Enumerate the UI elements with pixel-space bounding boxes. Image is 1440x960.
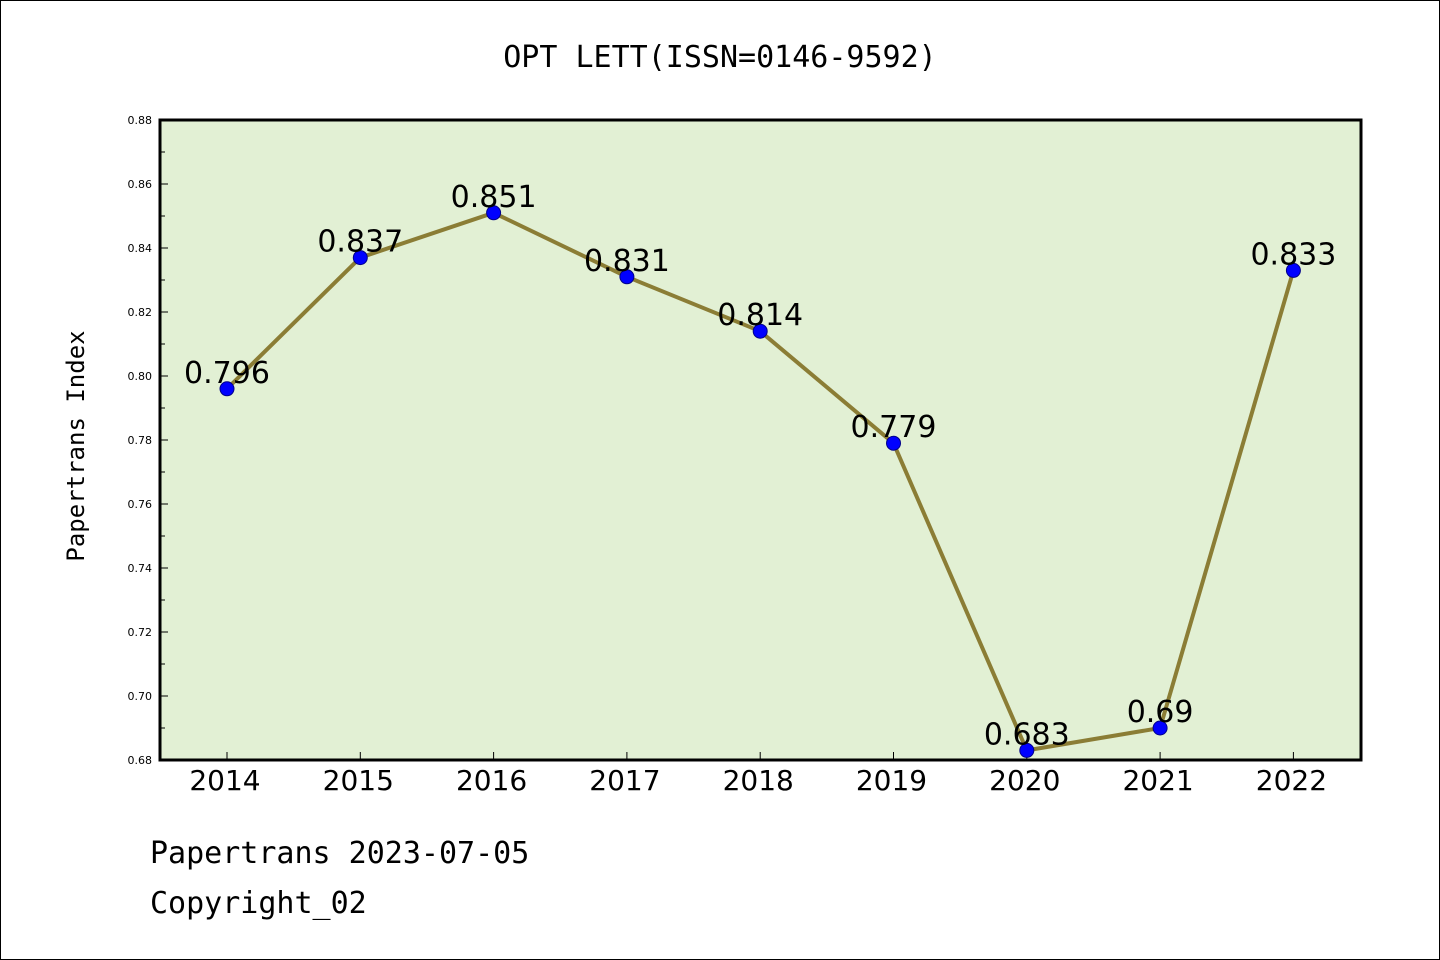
- y-tick-label: 0.68: [128, 754, 153, 767]
- data-label: 0.814: [717, 298, 803, 333]
- data-label: 0.831: [584, 244, 670, 279]
- y-tick-label: 0.70: [128, 690, 153, 703]
- x-tick-label: 2020: [989, 764, 1060, 797]
- series-layer: [219, 205, 1301, 758]
- x-tick-label: 2014: [189, 764, 260, 797]
- data-point: [219, 381, 235, 397]
- y-tick-label: 0.74: [128, 562, 153, 575]
- data-point: [486, 205, 502, 221]
- x-tick-label: 2021: [1122, 764, 1193, 797]
- data-label: 0.683: [984, 717, 1070, 752]
- x-tick-label: 2017: [589, 764, 660, 797]
- x-axis-ticks: 2014 2015 2016 2017 2018 2019 2020 2021 2022: [189, 752, 1327, 797]
- data-label: 0.851: [451, 180, 537, 215]
- data-point: [886, 435, 901, 451]
- data-labels: 0.796 0.837 0.851 0.831 0.814 0.779 0.683 0.69 0…: [184, 180, 1336, 753]
- x-tick-label: 2019: [856, 764, 927, 797]
- chart-title: OPT LETT(ISSN=0146-9592): [503, 40, 936, 75]
- data-label: 0.69: [1127, 695, 1194, 730]
- y-tick-label: 0.88: [128, 114, 153, 127]
- y-tick-label: 0.72: [128, 626, 153, 639]
- data-point: [619, 269, 635, 285]
- data-label: 0.833: [1250, 237, 1336, 272]
- data-point: [1285, 262, 1301, 278]
- plot-area: [160, 120, 1361, 760]
- data-label: 0.779: [851, 410, 937, 445]
- y-axis-label: Papertrans Index: [62, 330, 90, 561]
- x-tick-label: 2018: [723, 764, 794, 797]
- y-tick-label: 0.82: [128, 306, 153, 319]
- plot-border: [158, 118, 1363, 762]
- x-tick-label: 2016: [456, 764, 527, 797]
- data-label: 0.837: [317, 225, 403, 260]
- data-point: [752, 323, 768, 339]
- footer-copyright-line: Copyright_02: [150, 886, 367, 921]
- x-tick-label: 2022: [1256, 764, 1327, 797]
- y-tick-label: 0.76: [128, 498, 153, 511]
- data-point: [1152, 720, 1168, 736]
- y-tick-label: 0.86: [128, 178, 153, 191]
- y-tick-label: 0.84: [128, 242, 153, 255]
- y-tick-label: 0.80: [128, 370, 153, 383]
- footer-date-line: Papertrans 2023-07-05: [150, 836, 530, 871]
- x-tick-label: 2015: [323, 764, 394, 797]
- data-point: [352, 250, 368, 266]
- data-point: [1019, 742, 1035, 758]
- data-label: 0.796: [184, 356, 270, 391]
- y-tick-label: 0.78: [128, 434, 153, 447]
